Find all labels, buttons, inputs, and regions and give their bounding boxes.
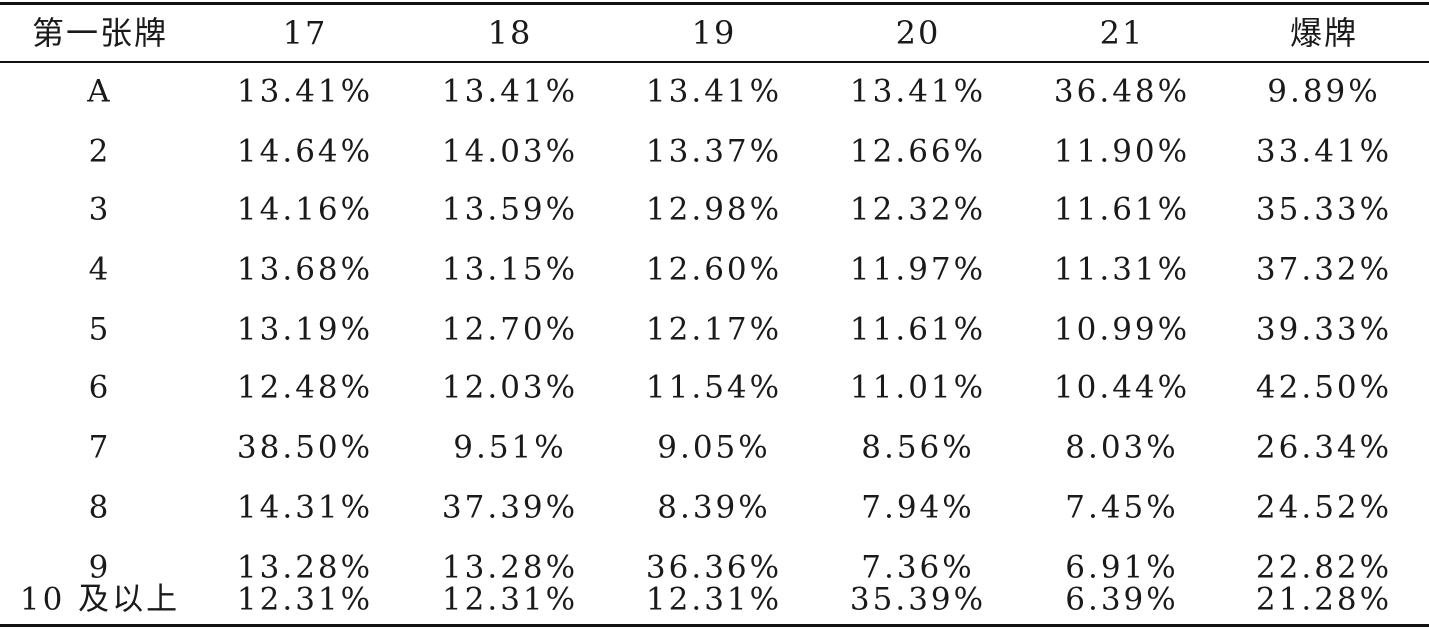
row-label: 2 — [88, 133, 112, 170]
table-cell: 6.91% — [1065, 549, 1179, 586]
table-cell: 42.50% — [1255, 369, 1393, 406]
table-cell: 33.41% — [1255, 133, 1393, 170]
table-cell: 9.05% — [657, 429, 771, 466]
row-label: 5 — [88, 311, 112, 348]
table-cell: 8.03% — [1065, 429, 1179, 466]
table-cell: 35.33% — [1255, 191, 1393, 228]
table-cell: 10.44% — [1053, 369, 1191, 406]
top-rule — [0, 2, 1429, 5]
table-cell: 35.39% — [849, 581, 987, 618]
row-label: 6 — [88, 369, 112, 406]
table-cell: 36.48% — [1053, 73, 1191, 110]
table-cell: 13.59% — [441, 191, 579, 228]
table-cell: 9.89% — [1267, 73, 1381, 110]
row-label: 7 — [88, 429, 112, 466]
row-label: 9 — [88, 549, 112, 586]
column-header: 19 — [691, 14, 737, 52]
table-cell: 22.82% — [1255, 549, 1393, 586]
table-cell: 13.41% — [849, 73, 987, 110]
column-header: 21 — [1099, 14, 1145, 52]
column-header: 爆牌 — [1289, 14, 1359, 52]
table-cell: 11.31% — [1053, 251, 1191, 288]
table-cell: 11.61% — [849, 311, 987, 348]
row-label: 3 — [88, 191, 112, 228]
table-cell: 12.98% — [645, 191, 783, 228]
table-cell: 12.48% — [236, 369, 374, 406]
column-header: 第一张牌 — [31, 14, 169, 52]
table-cell: 12.32% — [849, 191, 987, 228]
table-cell: 13.41% — [645, 73, 783, 110]
table-cell: 11.54% — [645, 369, 783, 406]
table-cell: 12.31% — [441, 581, 579, 618]
table-cell: 12.31% — [236, 581, 374, 618]
table-cell: 39.33% — [1255, 311, 1393, 348]
table-cell: 14.16% — [236, 191, 374, 228]
table-cell: 12.03% — [441, 369, 579, 406]
table-cell: 13.37% — [645, 133, 783, 170]
table-cell: 13.28% — [236, 549, 374, 586]
row-label: A — [87, 73, 113, 110]
row-label: 10 及以上 — [19, 581, 181, 618]
table-cell: 13.15% — [441, 251, 579, 288]
row-label: 4 — [88, 251, 112, 288]
table-cell: 13.28% — [441, 549, 579, 586]
table-cell: 26.34% — [1255, 429, 1393, 466]
table-cell: 21.28% — [1255, 581, 1393, 618]
table-cell: 36.36% — [645, 549, 783, 586]
header-rule — [0, 61, 1429, 63]
table-cell: 13.41% — [236, 73, 374, 110]
table-cell: 12.17% — [645, 311, 783, 348]
table-cell: 14.64% — [236, 133, 374, 170]
table-cell: 10.99% — [1053, 311, 1191, 348]
table-cell: 14.03% — [441, 133, 579, 170]
table-cell: 13.19% — [236, 311, 374, 348]
table-cell: 12.60% — [645, 251, 783, 288]
table-cell: 12.66% — [849, 133, 987, 170]
bottom-rule — [0, 624, 1429, 627]
table-cell: 6.39% — [1065, 581, 1179, 618]
table-cell: 7.94% — [861, 489, 975, 526]
table-cell: 12.31% — [645, 581, 783, 618]
table-cell: 8.39% — [657, 489, 771, 526]
table-cell: 11.01% — [849, 369, 987, 406]
table-cell: 11.90% — [1053, 133, 1191, 170]
column-header: 18 — [487, 14, 533, 52]
table-cell: 38.50% — [236, 429, 374, 466]
table-cell: 9.51% — [453, 429, 567, 466]
table-cell: 37.32% — [1255, 251, 1393, 288]
table-cell: 24.52% — [1255, 489, 1393, 526]
column-header: 17 — [282, 14, 328, 52]
table-cell: 37.39% — [441, 489, 579, 526]
table-cell: 11.97% — [849, 251, 987, 288]
table-cell: 7.45% — [1065, 489, 1179, 526]
table-cell: 12.70% — [441, 311, 579, 348]
table-cell: 7.36% — [861, 549, 975, 586]
column-header: 20 — [895, 14, 941, 52]
table-cell: 13.41% — [441, 73, 579, 110]
table-cell: 8.56% — [861, 429, 975, 466]
table-cell: 13.68% — [236, 251, 374, 288]
row-label: 8 — [88, 489, 112, 526]
table-cell: 14.31% — [236, 489, 374, 526]
table-cell: 11.61% — [1053, 191, 1191, 228]
